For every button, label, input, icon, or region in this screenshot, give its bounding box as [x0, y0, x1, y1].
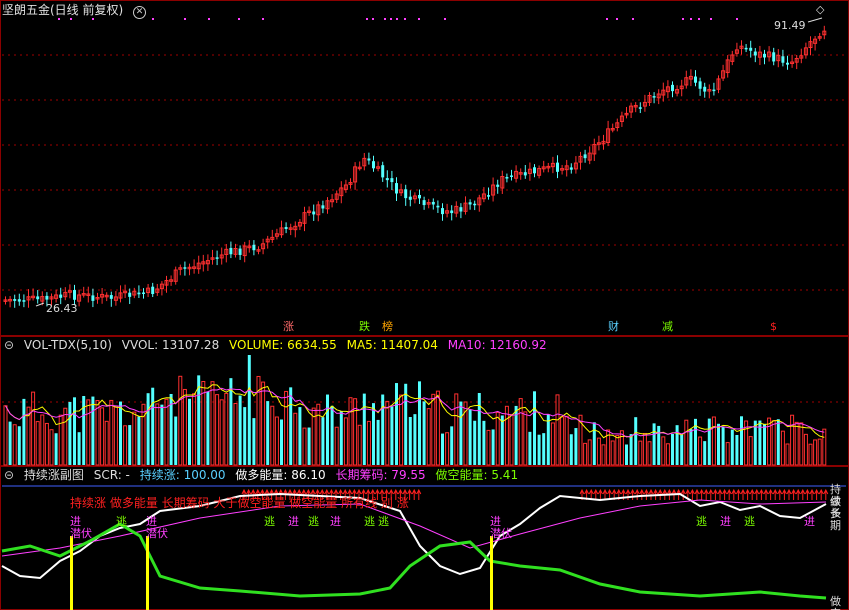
- indicator-header: ⊝ 持续涨副图 SCR: - 持续涨: 100.00 做多能量: 86.10 长…: [4, 467, 524, 483]
- signal-label: 潜伏: [146, 527, 168, 540]
- volume-pane[interactable]: ⊝ VOL-TDX(5,10) VVOL: 13107.28 VOLUME: 6…: [0, 336, 849, 466]
- ma10-value: MA10: 12160.92: [447, 338, 547, 352]
- signal-label: 进: [70, 515, 81, 528]
- right-label-4: 做空: [830, 595, 841, 610]
- settings-icon[interactable]: ⊝: [4, 338, 15, 352]
- indicator-chart: [0, 466, 849, 610]
- signal-label: 逃: [696, 515, 707, 528]
- diamond-icon[interactable]: ◇: [816, 3, 825, 16]
- volume-indicator-name: VOL-TDX(5,10): [23, 338, 112, 352]
- indicator-pane[interactable]: ⊝ 持续涨副图 SCR: - 持续涨: 100.00 做多能量: 86.10 长…: [0, 466, 849, 610]
- right-label-3: 长期: [830, 507, 841, 532]
- signal-label: 逃: [744, 515, 755, 528]
- overlay-text: 持续涨 做多能量 长期筹码 大于做空能量 做空能量 所有线 别 涨: [70, 496, 409, 510]
- signal-label: 进: [804, 515, 815, 528]
- signal-label: 逃: [364, 515, 375, 528]
- indicator-item-4: 做空能量: 5.41: [435, 468, 519, 482]
- price-header: 坚朗五金(日线 前复权) ✕: [2, 2, 152, 19]
- signal-label: 进: [288, 515, 299, 528]
- indicator-item-3: 长期筹码: 79.55: [335, 468, 426, 482]
- volume-chart: [0, 336, 849, 466]
- candlestick-chart: [0, 0, 849, 336]
- settings-icon[interactable]: ⊝: [4, 468, 15, 482]
- signal-label: 进: [490, 515, 501, 528]
- signal-label: 进: [330, 515, 341, 528]
- volume-header: ⊝ VOL-TDX(5,10) VVOL: 13107.28 VOLUME: 6…: [4, 337, 553, 353]
- signal-label: 进: [146, 515, 157, 528]
- volume-value: VOLUME: 6634.55: [229, 338, 337, 352]
- ma5-value: MA5: 11407.04: [346, 338, 438, 352]
- close-icon[interactable]: ✕: [133, 6, 147, 19]
- indicator-name: 持续涨副图: [23, 468, 84, 482]
- scr-value: SCR: -: [93, 468, 130, 482]
- signal-label: 潜伏: [70, 527, 92, 540]
- signal-label: 逃: [116, 515, 127, 528]
- price-pane[interactable]: 坚朗五金(日线 前复权) ✕ ◇ 91.49 26.43 涨 跌 榜 财 减 $: [0, 0, 849, 336]
- event-tag[interactable]: $: [770, 320, 777, 333]
- event-tag[interactable]: 财: [608, 320, 619, 333]
- signal-label: 逃: [264, 515, 275, 528]
- event-tag[interactable]: 涨: [283, 320, 294, 333]
- price-high-label: 91.49: [774, 19, 806, 32]
- price-low-label: 26.43: [46, 302, 78, 315]
- right-label-1: 持续: [830, 483, 841, 508]
- indicator-item-1: 持续涨: 100.00: [139, 468, 226, 482]
- event-tag[interactable]: 跌: [359, 320, 370, 333]
- signal-label: 进: [720, 515, 731, 528]
- signal-label: 逃: [378, 515, 389, 528]
- vvol-value: VVOL: 13107.28: [121, 338, 220, 352]
- signal-label: 潜伏: [490, 527, 512, 540]
- stock-title: 坚朗五金(日线 前复权): [2, 3, 124, 17]
- event-tag[interactable]: 榜: [382, 320, 393, 333]
- right-label-2: 做多: [830, 495, 841, 520]
- event-tag[interactable]: 减: [662, 320, 673, 333]
- signal-label: 逃: [308, 515, 319, 528]
- indicator-item-2: 做多能量: 86.10: [235, 468, 326, 482]
